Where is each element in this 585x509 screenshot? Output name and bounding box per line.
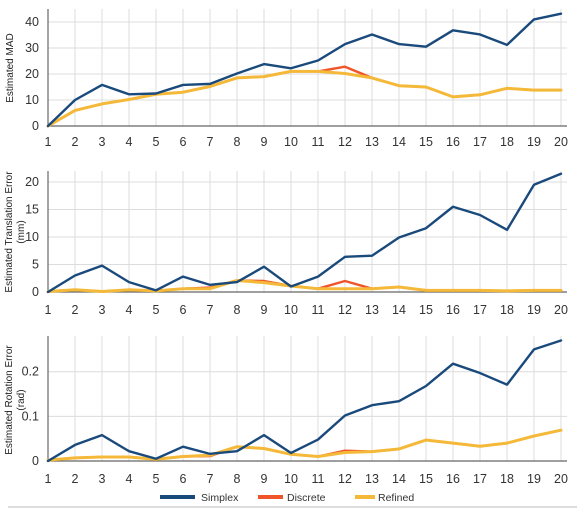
x-tick-label: 14 bbox=[392, 303, 406, 317]
x-tick-label: 17 bbox=[473, 135, 487, 149]
x-tick-label: 20 bbox=[554, 303, 568, 317]
x-tick-label: 5 bbox=[153, 135, 160, 149]
x-tick-label: 8 bbox=[234, 135, 241, 149]
x-tick-label: 18 bbox=[500, 303, 514, 317]
x-tick-label: 2 bbox=[72, 135, 79, 149]
y-tick-label: 0 bbox=[32, 285, 39, 299]
x-tick-label: 15 bbox=[419, 303, 433, 317]
x-tick-label: 11 bbox=[312, 135, 325, 149]
x-tick-label: 2 bbox=[72, 472, 79, 486]
x-tick-label: 9 bbox=[261, 135, 268, 149]
x-tick-label: 1 bbox=[45, 303, 52, 317]
x-tick-label: 17 bbox=[473, 472, 487, 486]
x-tick-label: 12 bbox=[338, 472, 352, 486]
x-tick-label: 20 bbox=[554, 472, 568, 486]
x-tick-label: 15 bbox=[419, 472, 433, 486]
y-tick-label: 5 bbox=[32, 258, 39, 272]
x-tick-label: 1 bbox=[45, 135, 52, 149]
series-line-discrete bbox=[46, 65, 563, 128]
series-line-refined bbox=[46, 428, 563, 462]
x-tick-label: 14 bbox=[392, 472, 406, 486]
x-tick-label: 12 bbox=[338, 135, 352, 149]
x-tick-label: 8 bbox=[234, 303, 241, 317]
y-axis-label: Estimated Rotation Error(rad) bbox=[4, 345, 27, 455]
x-tick-label: 13 bbox=[365, 135, 379, 149]
x-tick-label: 5 bbox=[153, 472, 160, 486]
x-tick-label: 19 bbox=[527, 472, 541, 486]
x-tick-label: 18 bbox=[500, 472, 514, 486]
y-tick-label: 10 bbox=[25, 230, 39, 244]
x-tick-label: 11 bbox=[312, 472, 325, 486]
x-tick-label: 7 bbox=[207, 135, 214, 149]
x-tick-label: 9 bbox=[261, 303, 268, 317]
x-tick-label: 13 bbox=[365, 472, 379, 486]
series-line-simplex bbox=[46, 172, 563, 294]
series-line-refined bbox=[46, 278, 563, 293]
x-tick-label: 4 bbox=[126, 472, 133, 486]
legend: Simplex Discrete Refined bbox=[160, 492, 414, 504]
x-tick-label: 7 bbox=[207, 303, 214, 317]
x-tick-label: 17 bbox=[473, 303, 487, 317]
legend-label-simplex: Simplex bbox=[201, 492, 239, 504]
x-tick-label: 4 bbox=[126, 135, 133, 149]
series-line-refined bbox=[46, 69, 563, 128]
y-tick-label: 20 bbox=[25, 175, 39, 189]
x-tick-label: 6 bbox=[180, 472, 187, 486]
x-tick-label: 16 bbox=[446, 135, 460, 149]
x-tick-label: 1 bbox=[45, 472, 52, 486]
x-tick-label: 13 bbox=[365, 303, 379, 317]
legend-label-discrete: Discrete bbox=[287, 492, 326, 504]
x-tick-label: 15 bbox=[419, 135, 433, 149]
y-tick-label: 10 bbox=[25, 93, 39, 107]
chart-panel-3: 00.10.21 2 3 4 5 6 7 8 9 10 11 12 13 14 15 16 17 18 19 20Es… bbox=[4, 336, 568, 486]
x-tick-label: 3 bbox=[99, 135, 106, 149]
y-axis-label: Estimated MAD bbox=[5, 33, 16, 102]
x-tick-label: 10 bbox=[284, 472, 298, 486]
x-tick-label: 10 bbox=[284, 303, 298, 317]
y-axis-label-line: Estimated Rotation Error bbox=[4, 345, 15, 455]
y-tick-label: 0 bbox=[32, 119, 39, 133]
x-tick-label: 7 bbox=[207, 472, 214, 486]
y-tick-label: 0.1 bbox=[22, 409, 39, 423]
x-tick-label: 18 bbox=[500, 135, 514, 149]
x-tick-label: 5 bbox=[153, 303, 160, 317]
y-tick-label: 30 bbox=[25, 41, 39, 55]
y-tick-label: 0 bbox=[32, 454, 39, 468]
x-tick-label: 3 bbox=[99, 303, 106, 317]
y-tick-label: 20 bbox=[25, 67, 39, 81]
x-tick-label: 8 bbox=[234, 472, 241, 486]
y-tick-label: 0.2 bbox=[22, 365, 39, 379]
x-tick-label: 16 bbox=[446, 303, 460, 317]
x-tick-label: 10 bbox=[284, 135, 298, 149]
x-tick-label: 3 bbox=[99, 472, 106, 486]
x-tick-label: 20 bbox=[554, 135, 568, 149]
x-tick-label: 6 bbox=[180, 303, 187, 317]
series-line-simplex bbox=[46, 339, 563, 463]
y-axis-label: Estimated Translation Error(mm) bbox=[4, 171, 27, 293]
legend-label-refined: Refined bbox=[378, 492, 414, 504]
x-tick-label: 16 bbox=[446, 472, 460, 486]
y-tick-label: 40 bbox=[25, 15, 39, 29]
x-tick-label: 14 bbox=[392, 135, 406, 149]
y-axis-label-line: Estimated MAD bbox=[5, 33, 16, 102]
x-tick-label: 2 bbox=[72, 303, 79, 317]
x-tick-label: 4 bbox=[126, 303, 133, 317]
y-axis-label-line: (mm) bbox=[16, 220, 27, 243]
series-line-simplex bbox=[46, 12, 563, 128]
x-tick-label: 6 bbox=[180, 135, 187, 149]
x-tick-label: 11 bbox=[312, 303, 325, 317]
x-tick-label: 9 bbox=[261, 472, 268, 486]
y-axis-label-line: (rad) bbox=[16, 389, 27, 410]
y-tick-label: 15 bbox=[25, 203, 39, 217]
x-tick-label: 19 bbox=[527, 303, 541, 317]
x-tick-label: 12 bbox=[338, 303, 352, 317]
x-tick-label: 19 bbox=[527, 135, 541, 149]
y-axis-label-line: Estimated Translation Error bbox=[4, 171, 15, 293]
